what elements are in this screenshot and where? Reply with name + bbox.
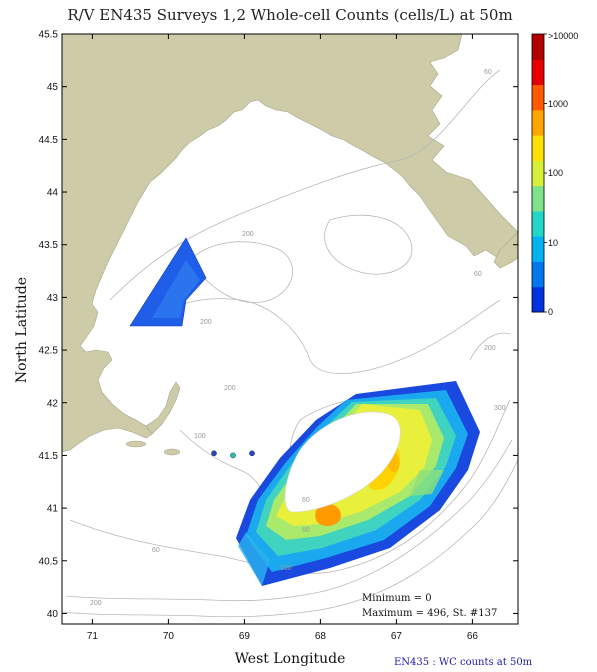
- x-tick-label: 70: [163, 631, 175, 642]
- land-cape-cod: [145, 381, 181, 435]
- footer-caption: EN435 : WC counts at 50m: [394, 657, 533, 668]
- plot-frame: [61, 33, 519, 625]
- isobath-label: 200: [242, 231, 254, 238]
- colorbar-label: 100: [548, 168, 563, 178]
- colorbar-swatch: [532, 34, 544, 60]
- isobath-label: 200: [200, 319, 212, 326]
- isobath-labels: 60 200 200 200 100 60 300 60 200 60 60 1…: [90, 69, 506, 607]
- y-tick-label: 40.5: [39, 556, 59, 567]
- land-nova-scotia: [493, 231, 518, 269]
- colorbar-swatch: [532, 236, 544, 262]
- y-tick-label: 45: [47, 82, 59, 93]
- x-tick-label: 71: [87, 631, 99, 642]
- isobath-label: 60: [302, 527, 310, 534]
- isobath-shelf-3: [62, 459, 518, 618]
- y-tick-label: 44.5: [39, 135, 59, 146]
- isobath-200-wilkinson: [189, 241, 294, 303]
- isobath-label: 200: [90, 600, 102, 607]
- y-tick-label: 41: [47, 504, 59, 515]
- x-axis-ticks: 71 70 69 68 67 66: [87, 34, 479, 642]
- x-tick-label: 68: [315, 631, 327, 642]
- isobath-label: 60: [302, 497, 310, 504]
- isobath-label: 200: [224, 385, 236, 392]
- colorbar-swatch: [532, 261, 544, 288]
- colorbar-label: 10: [548, 238, 558, 248]
- station-marker: [211, 450, 217, 457]
- colorbar-swatch: [532, 135, 544, 161]
- isobath-label: 100: [280, 565, 292, 572]
- station-marker: [230, 452, 236, 459]
- y-tick-label: 41.5: [39, 451, 59, 462]
- colorbar: >10000 1000 100 10 0: [531, 31, 578, 317]
- colorbar-swatch: [532, 210, 544, 237]
- colorbar-swatch: [532, 160, 544, 187]
- y-tick-label: 43.5: [39, 240, 59, 251]
- isobaths: [62, 69, 518, 618]
- x-axis-label: West Longitude: [234, 651, 346, 667]
- y-tick-label: 42: [47, 398, 59, 409]
- y-tick-label: 44: [47, 188, 59, 199]
- colorbar-swatch: [532, 286, 544, 313]
- colorbar-label: 0: [548, 307, 553, 317]
- isobath-label: 100: [194, 433, 206, 440]
- y-tick-label: 45.5: [39, 30, 59, 41]
- colorbar-swatches: [532, 34, 544, 313]
- isobath-200-jordan: [324, 214, 413, 275]
- colorbar-swatch: [532, 185, 544, 212]
- survey-region-north-shade: [152, 260, 200, 318]
- y-tick-label: 40: [47, 609, 59, 620]
- land-mainland: [62, 34, 518, 453]
- isobath-200-gulf: [149, 298, 501, 374]
- station-marker: [249, 450, 255, 457]
- colorbar-swatch: [532, 84, 544, 111]
- isobath-60-inner: [109, 69, 501, 301]
- y-tick-label: 43: [47, 293, 59, 304]
- colorbar-label: >10000: [548, 31, 578, 41]
- stat-minimum: Minimum = 0: [362, 593, 432, 604]
- survey-region-north: [129, 237, 207, 327]
- colorbar-ticks: [544, 33, 547, 313]
- stat-maximum: Maximum = 496, St. #137: [362, 608, 497, 619]
- colorbar-swatch: [532, 109, 544, 136]
- isobath-shelf-2: [65, 439, 513, 602]
- x-tick-label: 67: [391, 631, 403, 642]
- isobath-label: 300: [494, 405, 506, 412]
- y-tick-label: 42.5: [39, 346, 59, 357]
- island-marthas-vineyard: [125, 440, 147, 448]
- station-markers: [211, 450, 255, 459]
- y-axis-ticks: 45.5 45 44.5 44 43.5 43 42.5 42 41.5 41 40.5 40: [39, 30, 518, 620]
- isobath-shelf-1: [69, 399, 511, 574]
- x-tick-label: 69: [239, 631, 251, 642]
- isobath-label: 60: [484, 69, 492, 76]
- isobath-label: 60: [152, 547, 160, 554]
- isobath-browns: [469, 332, 511, 361]
- island-nantucket: [163, 448, 181, 456]
- colorbar-label: 1000: [548, 99, 568, 109]
- chart-title: R/V EN435 Surveys 1,2 Whole-cell Counts …: [67, 6, 513, 24]
- isobath-label: 60: [474, 271, 482, 278]
- survey-region-georges: [236, 381, 480, 586]
- colorbar-swatch: [532, 59, 544, 86]
- y-axis-label: North Latitude: [14, 276, 30, 384]
- x-tick-label: 66: [467, 631, 479, 642]
- isobath-label: 200: [484, 345, 496, 352]
